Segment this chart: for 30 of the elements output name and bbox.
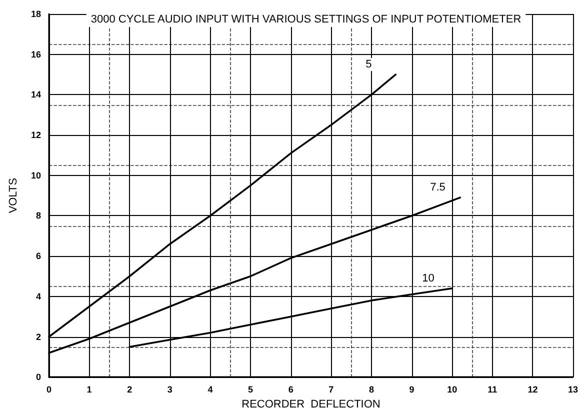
x-tick-label: 7 [328, 384, 334, 395]
y-tick-label: 14 [30, 90, 41, 100]
x-tick-label: 0 [46, 384, 52, 395]
x-tick-label: 5 [248, 384, 254, 395]
y-tick-label: 18 [30, 9, 41, 19]
y-tick-label: 16 [30, 49, 41, 60]
chart-title: 3000 CYCLE AUDIO INPUT WITH VARIOUS SETTINGS OF INPUT POTENTIOMETER [90, 14, 522, 26]
y-tick-label: 10 [30, 170, 41, 180]
x-tick-label: 1 [86, 384, 92, 395]
x-tick-label: 11 [488, 384, 498, 395]
x-axis-title: RECORDER DEFLECTION [242, 398, 380, 410]
x-tick-label: 8 [368, 384, 374, 395]
y-tick-label: 6 [36, 251, 41, 262]
x-tick-label: 3 [167, 384, 172, 395]
x-tick-label: 6 [288, 384, 294, 395]
y-tick-label: 0 [36, 372, 41, 382]
x-tick-label: 9 [409, 384, 414, 395]
series-label: 7.5 [430, 182, 446, 194]
y-tick-label: 8 [36, 210, 41, 221]
y-tick-label: 4 [36, 291, 41, 302]
x-tick-label: 2 [127, 384, 132, 395]
x-tick-label: 4 [208, 384, 213, 395]
series-label: 5 [366, 58, 372, 71]
x-tick-label: 10 [447, 384, 458, 395]
y-axis-title: VOLTS [8, 178, 20, 214]
y-tick-label: 2 [36, 332, 41, 342]
y-tick-label: 12 [30, 130, 41, 140]
x-tick-label: 13 [568, 384, 578, 395]
series-label: 10 [422, 272, 434, 284]
x-tick-label: 12 [528, 384, 538, 395]
